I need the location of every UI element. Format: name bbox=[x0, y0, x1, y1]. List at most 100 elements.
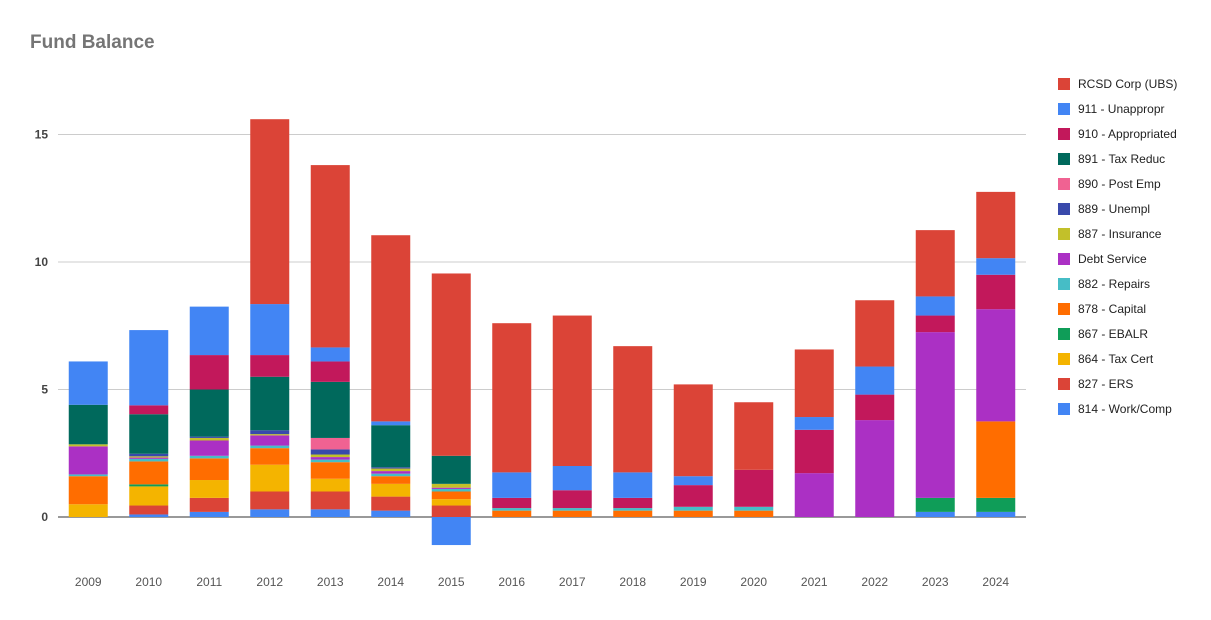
bars bbox=[68, 119, 1016, 546]
bar-segment bbox=[915, 315, 955, 333]
legend-swatch bbox=[1058, 252, 1070, 265]
legend-label: 878 - Capital bbox=[1078, 301, 1147, 316]
legend-swatch bbox=[1058, 202, 1070, 215]
bar-segment bbox=[431, 505, 471, 517]
bar-segment bbox=[250, 464, 290, 492]
bar-segment bbox=[492, 497, 532, 509]
bar-segment bbox=[976, 309, 1016, 422]
x-tick-label: 2018 bbox=[619, 575, 646, 589]
bar-segment bbox=[431, 488, 471, 492]
bar-segment bbox=[794, 473, 834, 517]
bar-segment bbox=[673, 506, 713, 511]
legend-item: 887 - Insurance bbox=[1058, 221, 1177, 246]
bar-segment bbox=[855, 300, 895, 367]
bar-segment bbox=[189, 436, 229, 438]
bar-segment bbox=[734, 469, 774, 507]
bar-segment bbox=[129, 486, 169, 506]
bar-segment bbox=[431, 455, 471, 484]
bar-segment bbox=[976, 274, 1016, 310]
bar-segment bbox=[976, 421, 1016, 498]
x-tick-label: 2013 bbox=[317, 575, 344, 589]
bar-segment bbox=[371, 468, 411, 472]
bar-segment bbox=[250, 304, 290, 356]
bar-segment bbox=[189, 455, 229, 459]
bar-segment bbox=[250, 445, 290, 449]
legend-label: 882 - Repairs bbox=[1078, 276, 1151, 291]
bar-segment bbox=[673, 476, 713, 486]
legend-swatch bbox=[1058, 127, 1070, 140]
bar-segment bbox=[613, 497, 653, 509]
bar-segment bbox=[371, 510, 411, 517]
bar-segment bbox=[310, 491, 350, 510]
bar-segment bbox=[915, 511, 955, 517]
bar-segment bbox=[250, 434, 290, 436]
legend-label: 891 - Tax Reduc bbox=[1078, 151, 1166, 166]
bar-segment bbox=[371, 235, 411, 422]
bar-segment bbox=[129, 330, 169, 406]
y-tick-label: 0 bbox=[41, 510, 48, 524]
bar-segment bbox=[250, 448, 290, 465]
x-axis-ticks: 2009 2010 2011 2012 2013 2014 2015 2016 2017 2018… bbox=[75, 575, 1010, 589]
bar-segment bbox=[371, 471, 411, 474]
legend-label: 911 - Unappropr bbox=[1078, 101, 1165, 116]
bar-segment bbox=[371, 483, 411, 497]
bar-segment bbox=[673, 384, 713, 477]
legend-item: 890 - Post Emp bbox=[1058, 171, 1177, 196]
bar-segment bbox=[189, 480, 229, 498]
bar-segment bbox=[552, 315, 592, 466]
legend-label: 890 - Post Emp bbox=[1078, 176, 1161, 191]
bar-segment bbox=[310, 459, 350, 463]
bar-segment bbox=[613, 472, 653, 498]
x-tick-label: 2022 bbox=[861, 575, 888, 589]
legend-label: Debt Service bbox=[1078, 251, 1147, 266]
bar-segment bbox=[613, 508, 653, 511]
bar-segment bbox=[976, 258, 1016, 275]
x-tick-label: 2024 bbox=[982, 575, 1009, 589]
legend-item: 889 - Unempl bbox=[1058, 196, 1177, 221]
bar-segment bbox=[68, 476, 108, 505]
bar-segment bbox=[68, 404, 108, 445]
x-tick-label: 2017 bbox=[559, 575, 586, 589]
bar-segment bbox=[915, 497, 955, 512]
bar-segment bbox=[310, 454, 350, 458]
legend-swatch bbox=[1058, 77, 1070, 90]
legend-swatch bbox=[1058, 102, 1070, 115]
bar-segment bbox=[915, 296, 955, 316]
bar-segment bbox=[189, 437, 229, 441]
bar-segment bbox=[371, 496, 411, 511]
bar-segment bbox=[250, 491, 290, 510]
bar-segment bbox=[189, 511, 229, 517]
legend-swatch bbox=[1058, 402, 1070, 415]
bar-segment bbox=[310, 381, 350, 438]
x-tick-label: 2009 bbox=[75, 575, 102, 589]
legend-label: 910 - Appropriated bbox=[1078, 126, 1177, 141]
bar-segment bbox=[976, 511, 1016, 517]
bar-segment bbox=[431, 483, 471, 488]
legend-item: 827 - ERS bbox=[1058, 371, 1177, 396]
bar-segment bbox=[552, 466, 592, 491]
bar-segment bbox=[310, 449, 350, 455]
bar-segment bbox=[492, 510, 532, 517]
bar-segment bbox=[250, 355, 290, 377]
bar-segment bbox=[129, 453, 169, 457]
bar-segment bbox=[129, 505, 169, 515]
bar-segment bbox=[371, 476, 411, 484]
bar-segment bbox=[915, 230, 955, 297]
x-tick-label: 2016 bbox=[498, 575, 525, 589]
bar-segment bbox=[129, 456, 169, 458]
x-tick-label: 2020 bbox=[740, 575, 767, 589]
bar-segment bbox=[431, 499, 471, 506]
bar-segment bbox=[310, 509, 350, 517]
bar-segment bbox=[794, 429, 834, 474]
bar-segment bbox=[794, 417, 834, 430]
x-tick-label: 2012 bbox=[256, 575, 283, 589]
legend-swatch bbox=[1058, 352, 1070, 365]
bar-segment bbox=[68, 474, 108, 477]
bar-segment bbox=[189, 497, 229, 512]
y-tick-label: 5 bbox=[41, 383, 48, 397]
legend-swatch bbox=[1058, 377, 1070, 390]
legend-label: 864 - Tax Cert bbox=[1078, 351, 1154, 366]
y-axis-ticks: 0 5 10 15 bbox=[35, 128, 49, 525]
legend-item: 814 - Work/Comp bbox=[1058, 396, 1177, 421]
legend-item: 864 - Tax Cert bbox=[1058, 346, 1177, 371]
